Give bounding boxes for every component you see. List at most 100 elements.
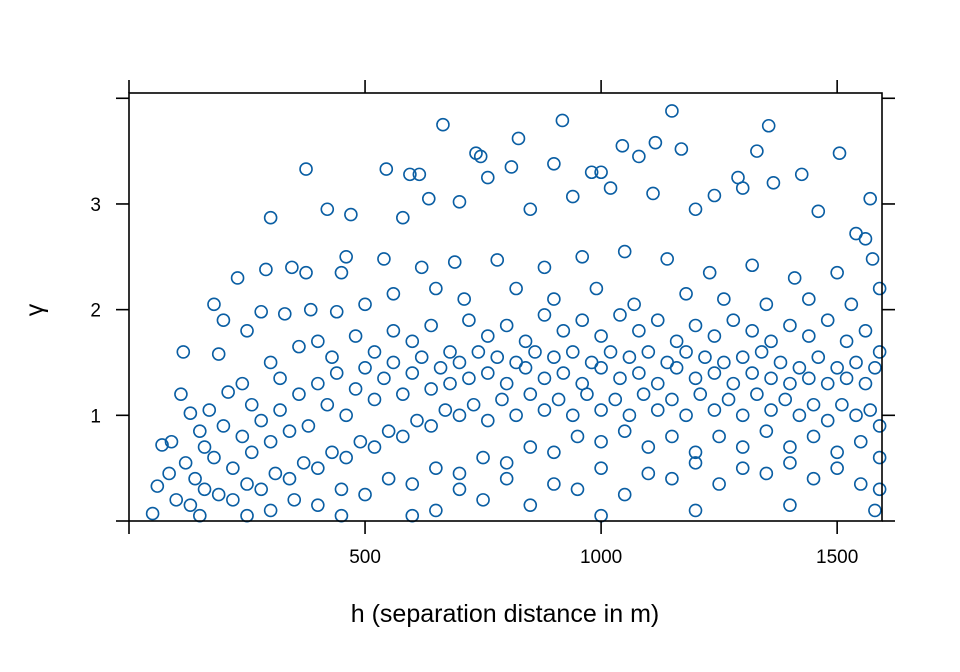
data-point <box>480 413 495 428</box>
data-point <box>594 461 608 475</box>
data-point <box>830 360 844 375</box>
data-point <box>452 355 467 370</box>
data-point <box>665 392 679 407</box>
data-point <box>853 434 868 449</box>
data-point <box>594 403 608 417</box>
data-point <box>216 313 231 328</box>
data-point <box>783 498 797 512</box>
data-point <box>688 318 703 333</box>
data-point <box>565 408 580 423</box>
data-point <box>405 477 420 491</box>
data-point <box>296 456 311 470</box>
data-point <box>476 493 490 507</box>
data-point <box>783 456 797 470</box>
data-point <box>211 347 226 361</box>
data-point <box>717 355 731 370</box>
data-point <box>254 482 268 497</box>
data-point <box>721 392 736 407</box>
data-point <box>164 434 179 449</box>
data-point <box>750 387 764 401</box>
x-axis-title: h (separation distance in m) <box>351 600 659 628</box>
data-point <box>254 304 268 319</box>
data-point <box>660 252 674 266</box>
x-tick-label: 1500 <box>816 547 858 568</box>
data-point <box>386 323 401 338</box>
data-point <box>155 438 169 452</box>
data-point <box>669 334 684 349</box>
data-point <box>717 292 731 306</box>
data-point <box>674 142 689 156</box>
data-point <box>584 165 599 180</box>
data-point <box>707 403 722 417</box>
data-point <box>792 408 807 423</box>
data-point <box>462 313 476 328</box>
data-point <box>509 281 523 296</box>
data-point <box>240 477 254 491</box>
data-point <box>303 302 318 317</box>
data-point <box>150 479 165 493</box>
data-point <box>325 445 339 460</box>
data-point <box>412 167 427 182</box>
x-tick-label: 1000 <box>580 547 622 568</box>
data-point <box>853 477 868 491</box>
data-point <box>433 360 448 375</box>
data-point <box>473 149 488 164</box>
data-point <box>589 281 604 296</box>
data-point <box>523 498 538 512</box>
data-point <box>504 160 519 174</box>
data-point <box>688 202 703 217</box>
data-point <box>849 408 863 423</box>
data-point <box>547 350 561 364</box>
data-point <box>244 397 259 412</box>
data-point <box>457 292 471 306</box>
data-point <box>575 313 590 328</box>
data-points <box>145 104 887 523</box>
data-point <box>754 345 769 359</box>
data-point <box>235 429 250 444</box>
data-point <box>348 382 363 396</box>
data-point <box>726 376 741 391</box>
data-point <box>273 371 287 386</box>
data-point <box>263 434 278 449</box>
data-point <box>632 366 646 380</box>
data-point <box>863 403 877 417</box>
data-point <box>844 297 859 312</box>
data-point <box>443 345 457 359</box>
data-point <box>820 413 835 428</box>
data-point <box>462 371 476 386</box>
data-point <box>311 498 325 512</box>
data-point <box>636 387 651 401</box>
data-point <box>849 355 863 370</box>
data-point <box>299 265 313 280</box>
data-point <box>339 450 353 465</box>
data-point <box>244 445 259 460</box>
data-point <box>872 450 887 465</box>
data-point <box>273 403 287 417</box>
data-point <box>523 202 538 217</box>
data-point <box>285 260 299 275</box>
data-point <box>169 493 184 507</box>
data-point <box>523 440 538 454</box>
data-point <box>405 508 420 523</box>
data-point <box>193 424 207 438</box>
data-point <box>499 456 514 470</box>
data-point <box>263 355 278 370</box>
data-point <box>396 387 410 401</box>
data-point <box>396 210 410 225</box>
data-point <box>282 424 297 438</box>
data-point <box>802 292 816 306</box>
data-point <box>759 466 774 481</box>
data-point <box>325 350 339 364</box>
data-point <box>802 329 816 343</box>
data-point <box>648 135 663 150</box>
data-point <box>650 403 665 417</box>
data-point <box>230 271 245 285</box>
data-point <box>773 355 788 370</box>
data-point <box>410 413 424 428</box>
data-point <box>858 376 873 391</box>
data-point <box>806 397 821 412</box>
data-point <box>641 466 656 481</box>
data-point <box>353 434 368 449</box>
data-point <box>518 334 533 349</box>
